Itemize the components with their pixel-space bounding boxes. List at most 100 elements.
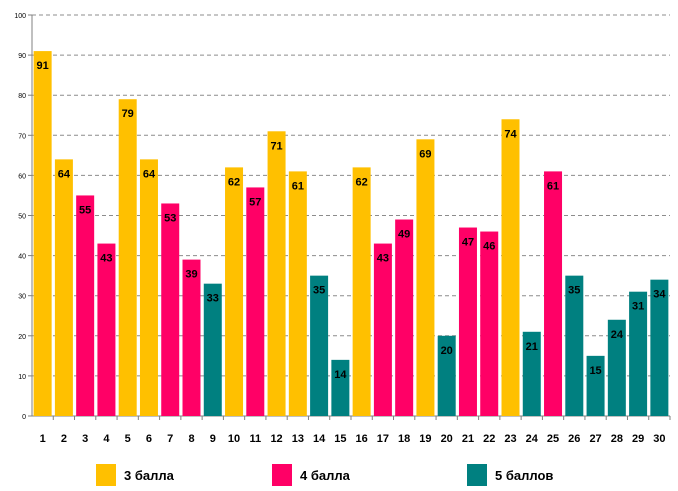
- data-label-6: 64: [143, 168, 156, 180]
- legend-label-4: 4 балла: [300, 467, 350, 483]
- bar-26: [565, 275, 584, 416]
- bar-3: [76, 195, 95, 416]
- data-label-9: 33: [207, 293, 219, 305]
- bar-10: [225, 167, 244, 416]
- x-tick-label-13: 13: [292, 433, 304, 445]
- data-label-30: 34: [653, 289, 666, 301]
- x-tick-label-24: 24: [526, 433, 539, 445]
- data-label-22: 46: [483, 241, 495, 253]
- data-label-29: 31: [632, 301, 644, 313]
- data-label-5: 79: [122, 108, 134, 120]
- data-label-13: 61: [292, 180, 304, 192]
- x-tick-label-28: 28: [611, 433, 623, 445]
- legend-swatch-3: [96, 464, 116, 486]
- bar-19: [416, 139, 435, 416]
- bar-9: [203, 283, 222, 416]
- x-tick-label-30: 30: [653, 433, 665, 445]
- x-tick-label-2: 2: [61, 433, 67, 445]
- y-tick-label-60: 60: [18, 173, 26, 180]
- bars: [33, 51, 669, 417]
- bar-25: [544, 171, 563, 416]
- bar-17: [373, 243, 392, 416]
- data-label-19: 69: [419, 148, 431, 160]
- legend-item-4: 4 балла: [272, 462, 350, 488]
- data-label-11: 57: [249, 196, 261, 208]
- x-tick-label-15: 15: [334, 433, 346, 445]
- bar-21: [458, 227, 477, 416]
- data-label-4: 43: [100, 253, 112, 265]
- data-label-23: 74: [504, 128, 517, 140]
- y-tick-label-90: 90: [18, 53, 26, 60]
- bar-27: [586, 355, 605, 416]
- bar-15: [331, 359, 350, 416]
- data-label-24: 21: [526, 341, 538, 353]
- data-labels: 91 64 55 43 79 64 53 39 33 62 57 71 61 35 14 62 43 49 69 20…: [37, 60, 667, 381]
- bar-4: [97, 243, 116, 416]
- y-tick-label-40: 40: [18, 254, 26, 261]
- bar-18: [395, 219, 414, 416]
- data-label-26: 35: [568, 285, 580, 297]
- x-tick-label-26: 26: [568, 433, 580, 445]
- x-tick-label-9: 9: [210, 433, 216, 445]
- data-label-28: 24: [611, 329, 624, 341]
- x-tick-label-18: 18: [398, 433, 410, 445]
- data-label-8: 39: [185, 269, 197, 281]
- bar-8: [182, 259, 201, 416]
- legend-swatch-5: [467, 464, 487, 486]
- data-label-17: 43: [377, 253, 389, 265]
- data-label-3: 55: [79, 204, 91, 216]
- x-tick-label-12: 12: [270, 433, 282, 445]
- data-label-14: 35: [313, 285, 325, 297]
- x-tick-label-1: 1: [40, 433, 46, 445]
- y-tick-label-30: 30: [18, 294, 26, 301]
- x-tick-label-3: 3: [82, 433, 88, 445]
- data-label-1: 91: [37, 60, 49, 72]
- legend-item-3: 3 балла: [96, 462, 174, 488]
- bar-2: [54, 159, 73, 417]
- legend-label-5: 5 баллов: [495, 467, 554, 483]
- x-tick-label-5: 5: [125, 433, 131, 445]
- bar-1: [33, 51, 52, 417]
- y-tick-label-50: 50: [18, 214, 26, 221]
- legend-swatch-4: [272, 464, 292, 486]
- bar-30: [650, 279, 669, 416]
- bar-28: [607, 319, 626, 416]
- data-label-12: 71: [270, 140, 282, 152]
- x-tick-label-6: 6: [146, 433, 152, 445]
- x-tick-label-8: 8: [188, 433, 194, 445]
- data-label-10: 62: [228, 176, 240, 188]
- data-label-20: 20: [441, 345, 453, 357]
- bar-5: [118, 99, 137, 417]
- y-tick-label-100: 100: [14, 13, 26, 20]
- data-label-18: 49: [398, 229, 410, 241]
- bar-29: [629, 291, 648, 416]
- legend-item-5: 5 баллов: [467, 462, 553, 488]
- x-tick-label-10: 10: [228, 433, 240, 445]
- bar-7: [161, 203, 180, 416]
- x-tick-label-16: 16: [356, 433, 368, 445]
- bar-11: [246, 187, 265, 416]
- x-tick-label-17: 17: [377, 433, 389, 445]
- y-tick-label-20: 20: [18, 334, 26, 341]
- x-tick-label-19: 19: [419, 433, 431, 445]
- x-tick-label-11: 11: [249, 433, 261, 445]
- y-tick-label-70: 70: [18, 133, 26, 140]
- bar-13: [288, 171, 307, 416]
- y-tick-label-80: 80: [18, 93, 26, 100]
- data-label-25: 61: [547, 180, 559, 192]
- x-tick-label-25: 25: [547, 433, 559, 445]
- bar-16: [352, 167, 371, 416]
- x-tick-label-4: 4: [103, 433, 110, 445]
- x-tick-label-27: 27: [589, 433, 601, 445]
- data-label-27: 15: [589, 365, 601, 377]
- bar-12: [267, 131, 286, 417]
- x-tick-label-23: 23: [504, 433, 516, 445]
- bar-24: [522, 331, 541, 416]
- data-label-15: 14: [334, 369, 347, 381]
- x-tick-label-14: 14: [313, 433, 326, 445]
- x-tick-label-20: 20: [441, 433, 453, 445]
- data-label-16: 62: [356, 176, 368, 188]
- y-tick-label-0: 0: [22, 414, 26, 421]
